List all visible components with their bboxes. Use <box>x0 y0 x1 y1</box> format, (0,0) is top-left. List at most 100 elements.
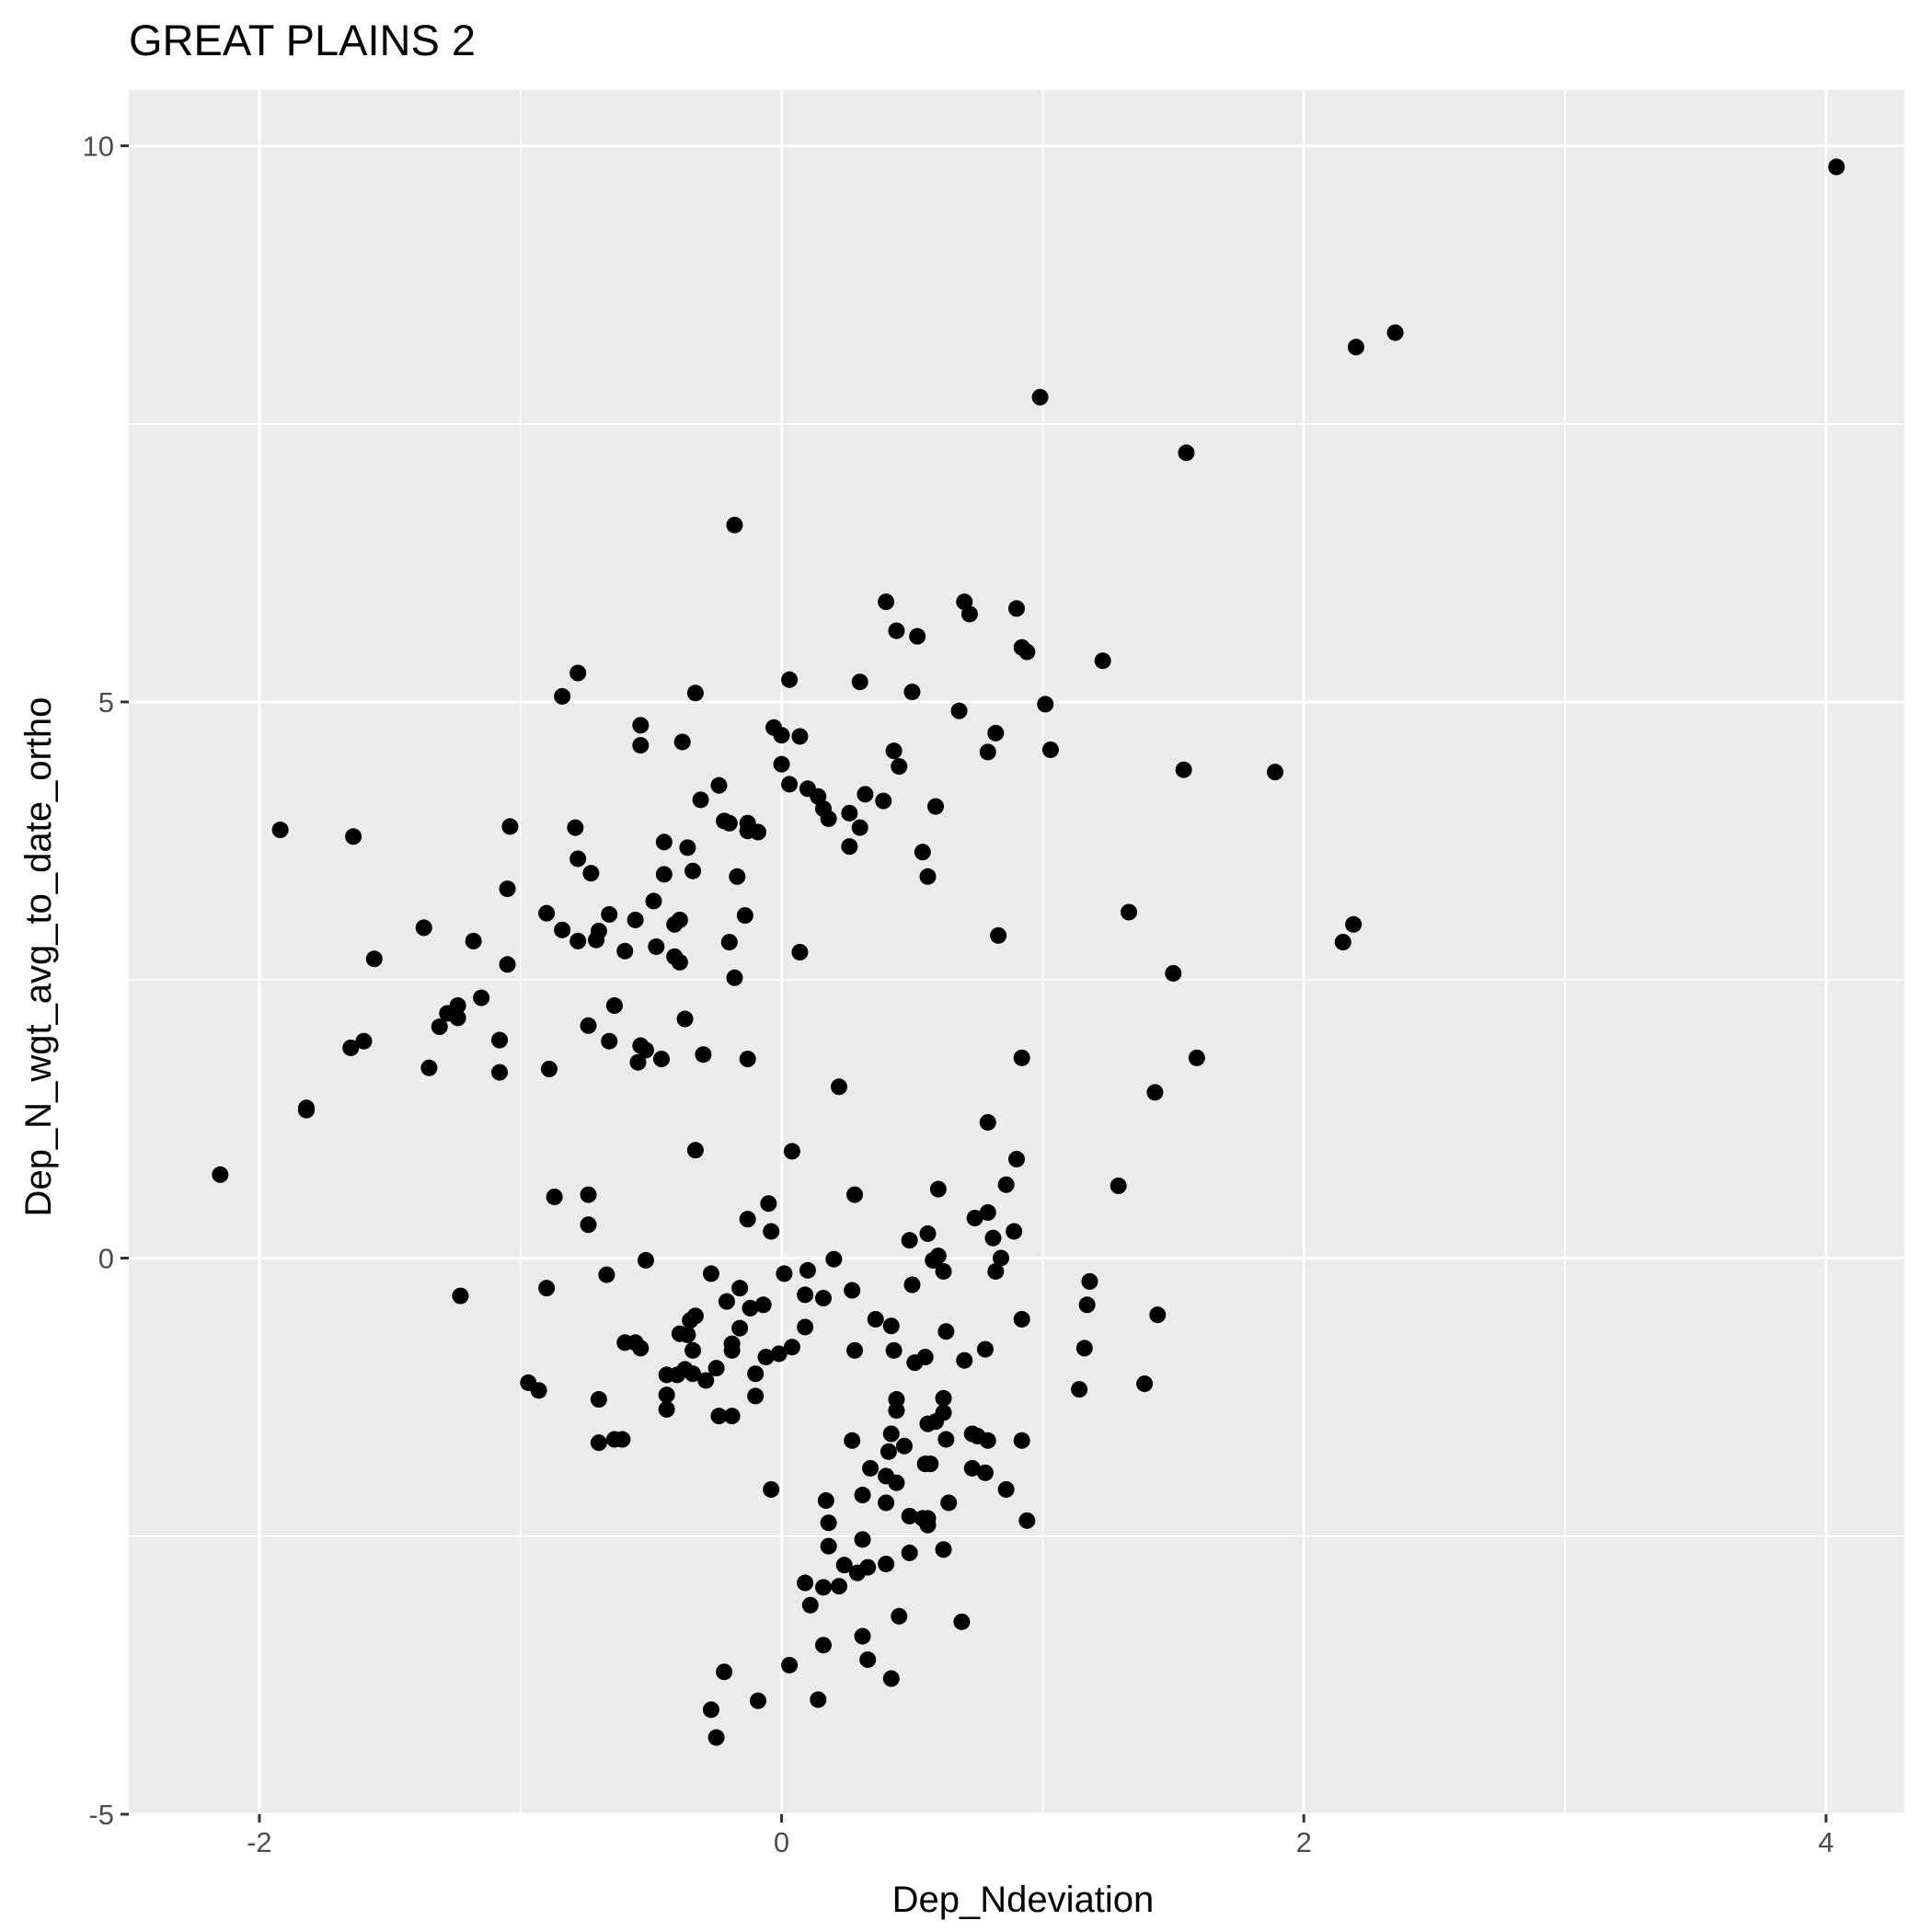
data-point <box>465 932 482 949</box>
data-point <box>1386 324 1404 341</box>
grid-lines <box>129 90 1904 1816</box>
data-point <box>799 1261 816 1279</box>
x-tick-label: 0 <box>774 1826 789 1858</box>
data-point <box>590 1434 607 1452</box>
data-point <box>979 1432 996 1449</box>
data-point <box>632 1340 650 1357</box>
data-point <box>888 1474 905 1491</box>
data-point <box>797 1286 814 1304</box>
data-point <box>997 1480 1015 1498</box>
data-point <box>655 834 673 851</box>
data-point <box>906 1354 924 1372</box>
data-point <box>1175 761 1192 778</box>
data-point <box>554 921 571 938</box>
data-point <box>937 1431 955 1448</box>
data-point <box>750 823 767 841</box>
data-point <box>365 950 383 968</box>
data-point <box>499 880 516 898</box>
data-point <box>645 892 662 910</box>
data-point <box>1018 643 1036 661</box>
data-point <box>960 605 978 623</box>
data-point <box>979 1203 996 1221</box>
data-point <box>567 819 584 836</box>
data-point <box>1006 1223 1023 1240</box>
data-point <box>862 1459 880 1477</box>
data-point <box>415 919 432 937</box>
data-point <box>976 1464 994 1481</box>
data-point <box>927 798 945 815</box>
data-point <box>801 1596 819 1614</box>
data-point <box>919 868 937 885</box>
data-point <box>632 737 650 754</box>
data-point <box>655 866 673 883</box>
data-point <box>1041 741 1059 758</box>
data-point <box>538 904 556 922</box>
data-points <box>212 158 1846 1746</box>
data-point <box>885 742 903 760</box>
data-point <box>763 1223 780 1240</box>
data-point <box>580 1017 597 1034</box>
data-point <box>702 1701 719 1719</box>
data-point <box>723 1408 741 1425</box>
data-point <box>540 1060 558 1077</box>
data-point <box>979 1113 996 1131</box>
data-point <box>841 838 858 856</box>
axes: -2 0 2 4 -5 0 5 10 <box>83 130 1834 1858</box>
data-point <box>895 1437 913 1455</box>
data-point <box>844 1282 861 1299</box>
data-point <box>530 1382 547 1399</box>
y-tick-label: 10 <box>83 130 114 162</box>
data-point <box>1136 1375 1154 1393</box>
data-point <box>499 956 516 973</box>
data-point <box>914 844 931 861</box>
data-point <box>720 934 738 951</box>
data-point <box>854 1531 871 1548</box>
y-axis-title: Dep_N_wgt_avg_to_date_ortho <box>18 697 59 1217</box>
data-point <box>673 733 691 751</box>
data-point <box>797 1574 814 1592</box>
data-point <box>491 1031 509 1049</box>
data-point <box>1075 1340 1093 1357</box>
data-point <box>686 684 704 702</box>
data-point <box>878 593 895 611</box>
data-point <box>716 1663 733 1681</box>
data-point <box>984 1229 1002 1247</box>
data-point <box>1121 903 1138 921</box>
data-point <box>841 804 858 822</box>
data-point <box>922 1455 939 1473</box>
data-point <box>763 1480 780 1498</box>
data-point <box>820 1514 837 1532</box>
data-point <box>355 1032 373 1050</box>
data-point <box>1008 1150 1025 1167</box>
data-point <box>844 1432 861 1449</box>
data-point <box>580 1216 597 1234</box>
data-point <box>909 627 926 645</box>
data-point <box>1149 1306 1167 1324</box>
data-point <box>919 1516 937 1534</box>
data-point <box>781 1656 799 1673</box>
data-point <box>345 828 362 845</box>
data-point <box>997 1176 1015 1193</box>
data-point <box>783 1143 800 1160</box>
data-point <box>588 931 605 949</box>
data-point <box>835 1557 853 1574</box>
data-point <box>731 1280 749 1297</box>
data-point <box>901 1232 918 1249</box>
data-point <box>710 1408 728 1425</box>
data-point <box>1094 652 1111 670</box>
data-point <box>684 1341 702 1359</box>
y-tick-label: 5 <box>98 686 114 719</box>
data-point <box>718 1293 735 1310</box>
data-point <box>875 792 892 810</box>
data-point <box>637 1251 654 1269</box>
data-point <box>901 1544 918 1561</box>
data-point <box>1081 1272 1098 1290</box>
data-point <box>963 1459 981 1477</box>
data-point <box>783 1339 800 1356</box>
data-point <box>966 1209 983 1226</box>
data-point <box>697 1372 715 1389</box>
data-point <box>1013 1049 1030 1066</box>
data-point <box>880 1443 897 1460</box>
data-point <box>637 1041 654 1059</box>
data-point <box>851 673 868 691</box>
